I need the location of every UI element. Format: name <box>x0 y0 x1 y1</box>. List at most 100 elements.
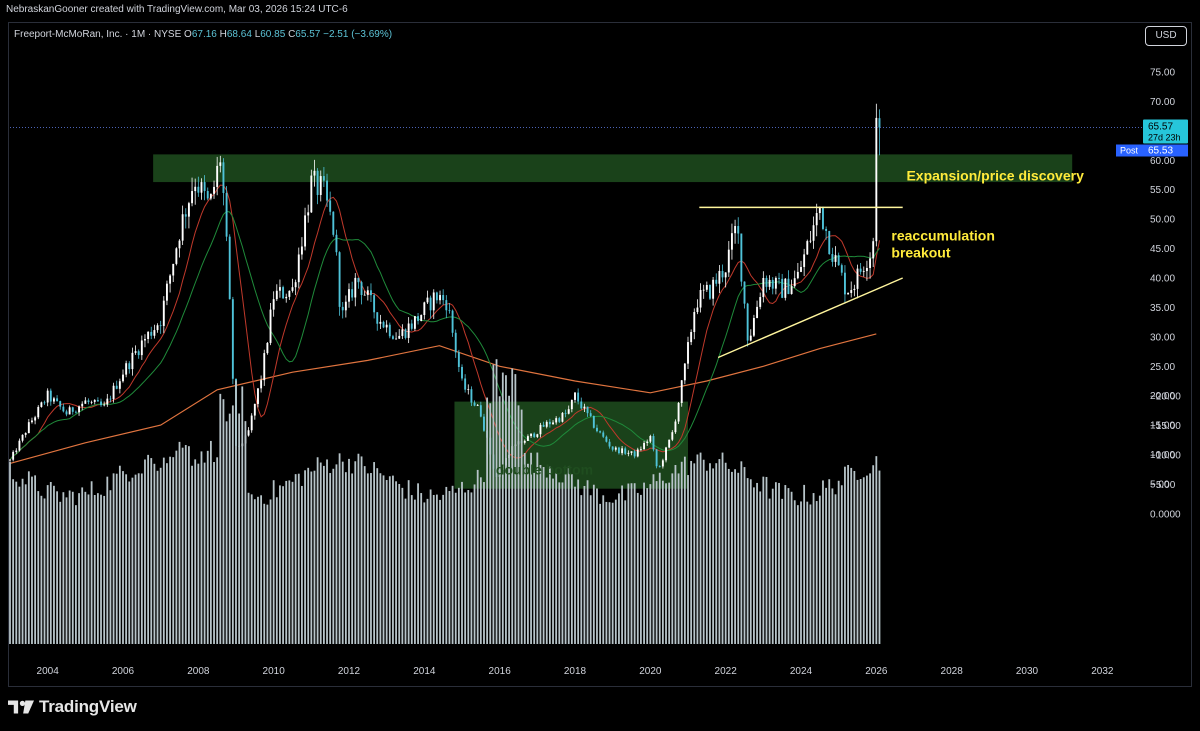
candle-body <box>316 170 319 195</box>
volume-bar <box>464 492 467 644</box>
volume-tick-label: −20.00 <box>1150 392 1181 403</box>
candle-body <box>793 278 796 287</box>
volume-bar <box>505 375 507 644</box>
candle-body <box>15 450 18 452</box>
volume-bar <box>473 484 476 644</box>
volume-bar <box>106 476 109 644</box>
candle-body <box>872 241 875 259</box>
ma-slow-line <box>9 333 877 464</box>
volume-bar <box>301 485 303 644</box>
candle-body <box>806 241 809 255</box>
candle-body <box>74 411 77 413</box>
candle-body <box>724 272 727 278</box>
volume-bar <box>31 476 33 644</box>
volume-bar <box>793 500 796 644</box>
candle-body <box>351 289 354 298</box>
volume-bar <box>875 456 878 644</box>
volume-bar <box>818 495 821 644</box>
volume-bar <box>501 372 504 644</box>
volume-bar <box>690 460 693 644</box>
volume-bar <box>417 483 419 644</box>
candle-body <box>385 324 388 328</box>
volume-bar <box>847 464 849 644</box>
volume-bar <box>649 484 652 644</box>
candle-body <box>165 283 168 301</box>
candle-body <box>269 309 272 343</box>
chart-panel[interactable] <box>8 22 1192 687</box>
volume-bar <box>781 498 784 644</box>
candle-body <box>605 436 608 442</box>
volume-bar <box>370 473 372 644</box>
candle-body <box>228 236 231 300</box>
volume-bar <box>228 413 231 644</box>
volume-bar <box>721 452 724 644</box>
candle-body <box>756 306 759 319</box>
candle-body <box>200 182 203 193</box>
candle-body <box>354 277 357 298</box>
candle-body <box>435 292 438 301</box>
candle-body <box>313 170 316 176</box>
candle-body <box>740 233 743 282</box>
volume-bar <box>454 492 457 644</box>
volume-bar <box>363 466 366 644</box>
close-value: 65.57 <box>295 29 321 40</box>
volume-bar <box>213 462 215 644</box>
volume-bar <box>203 462 206 644</box>
candle-body <box>348 289 350 302</box>
candle-body <box>147 331 150 340</box>
volume-bar <box>577 479 580 644</box>
volume-bar <box>12 479 15 644</box>
volume-bar <box>825 487 828 644</box>
candle-body <box>445 300 448 311</box>
candle-body <box>272 299 275 310</box>
candle-body <box>59 401 62 407</box>
candle-body <box>401 329 404 336</box>
candle-body <box>407 323 410 338</box>
volume-bar <box>483 482 485 644</box>
volume-bar <box>21 478 24 644</box>
volume-bar <box>62 492 65 644</box>
volume-bar <box>134 474 137 644</box>
volume-bar <box>184 445 187 644</box>
candle-body <box>18 440 21 451</box>
candle-body <box>398 335 401 339</box>
candle-body <box>862 271 865 272</box>
volume-bar <box>206 450 209 644</box>
open-value: 67.16 <box>191 29 217 40</box>
volume-bar <box>652 474 655 644</box>
tradingview-logo[interactable]: TradingView <box>8 697 137 717</box>
volume-bar <box>520 409 523 644</box>
candle-body <box>784 278 787 298</box>
candle-body <box>335 234 338 253</box>
volume-bar <box>40 495 43 644</box>
volume-bar <box>351 473 354 644</box>
candle-body <box>548 421 551 425</box>
volume-bar <box>435 494 438 644</box>
volume-bar <box>344 472 347 644</box>
volume-bar <box>169 456 171 644</box>
volume-bar <box>756 482 758 644</box>
volume-bar <box>231 405 234 644</box>
candle-body <box>379 321 382 324</box>
volume-bar <box>828 479 831 644</box>
candle-body <box>9 459 11 461</box>
volume-bar <box>630 483 633 644</box>
volume-bar <box>608 502 611 644</box>
volume-bar <box>687 475 689 644</box>
candle-body <box>56 398 59 402</box>
candle-body <box>530 433 533 437</box>
candle-body <box>260 380 263 389</box>
candle-body <box>388 324 391 337</box>
currency-button[interactable]: USD <box>1145 26 1187 46</box>
candle-body <box>652 436 655 450</box>
volume-bar <box>159 467 162 644</box>
volume-bar <box>150 458 153 644</box>
volume-bar <box>429 489 432 644</box>
candle-body <box>310 175 313 213</box>
volume-bar <box>341 461 344 644</box>
volume-bar <box>37 491 40 644</box>
volume-bar <box>508 395 510 644</box>
volume-bar <box>596 488 598 644</box>
candle-body <box>49 390 52 402</box>
